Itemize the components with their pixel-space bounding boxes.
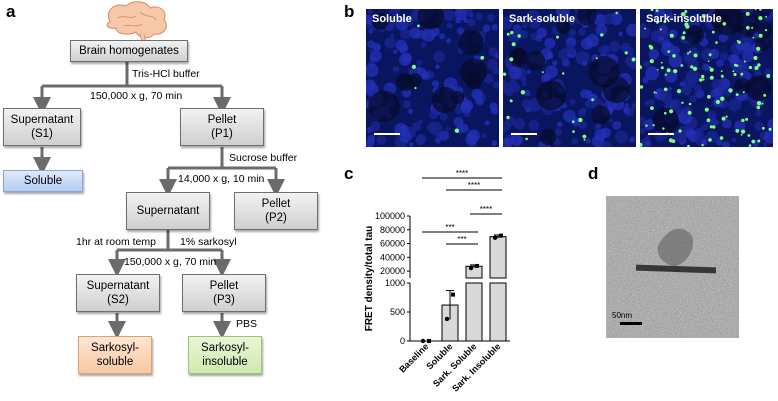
- scale-bar: [648, 133, 674, 135]
- fibril: [635, 264, 717, 274]
- y-tick-label: 500: [390, 307, 405, 317]
- panel-label-b: b: [344, 2, 355, 21]
- micrograph-soluble: Soluble: [366, 9, 499, 147]
- box-supernatant-s2: Supernatant (S2): [76, 274, 160, 312]
- label-tris-hcl: Tris-HCl buffer: [132, 68, 200, 80]
- bar: [465, 282, 483, 342]
- data-point: [475, 263, 479, 268]
- box-pellet-p1: Pellet (P1): [180, 108, 264, 146]
- bar: [489, 236, 507, 279]
- bar: [489, 282, 507, 342]
- box-sarkosyl-insoluble: Sarkosyl- insoluble: [188, 336, 262, 374]
- data-point: [444, 316, 450, 322]
- y-tick-label: 40000: [380, 252, 405, 262]
- y-tick-label: 60000: [380, 239, 405, 249]
- data-point: [492, 235, 498, 240]
- panel-label-c: c: [344, 164, 354, 183]
- box-supernatant-s1: Supernatant (S1): [3, 108, 81, 146]
- em-micrograph: 50nm: [606, 196, 739, 338]
- scale-bar: [511, 133, 537, 135]
- micrograph-texture: [640, 9, 773, 147]
- y-tick-label: 1000: [385, 278, 405, 288]
- significance-label: ****: [480, 205, 492, 214]
- x-tick-label: Baseline: [397, 341, 430, 374]
- y-tick-label: 100000: [375, 211, 405, 221]
- box-pellet-p2: Pellet (P2): [234, 192, 318, 230]
- panel-label-a: a: [6, 2, 16, 21]
- micrograph-sark-insoluble: Sark-insoluble: [640, 9, 773, 147]
- em-texture: 50nm: [606, 196, 739, 338]
- label-sucrose: Sucrose buffer: [229, 152, 298, 164]
- bar: [465, 265, 483, 279]
- micrograph-texture: [503, 9, 636, 147]
- micrograph-label: Sark-soluble: [509, 13, 576, 25]
- data-point: [451, 292, 455, 297]
- flowchart-connectors: [33, 1, 285, 339]
- y-tick-label: 80000: [380, 225, 405, 235]
- brain-icon: [106, 1, 167, 43]
- significance-label: ***: [457, 235, 466, 244]
- label-spin3: 150,000 x g, 70 min: [124, 256, 217, 268]
- data-point: [427, 339, 431, 343]
- micrograph-sark-soluble: Sark-soluble: [503, 9, 636, 147]
- scale-bar: [374, 133, 400, 135]
- box-soluble: Soluble: [3, 170, 83, 192]
- box-sarkosyl-soluble: Sarkosyl- soluble: [78, 336, 152, 374]
- box-supernatant: Supernatant: [126, 192, 210, 230]
- significance-label: ****: [456, 169, 468, 178]
- data-point: [468, 265, 474, 271]
- y-tick-label: 20000: [380, 266, 405, 276]
- data-point: [420, 338, 426, 344]
- panel-label-d: d: [588, 164, 599, 183]
- label-spin1: 150,000 x g, 70 min: [90, 90, 183, 102]
- label-spin2: 14,000 x g, 10 min: [178, 173, 265, 185]
- y-tick-label: 0: [400, 336, 405, 346]
- box-pellet-p3: Pellet (P3): [182, 274, 266, 312]
- data-point: [499, 233, 503, 238]
- micrograph-label: Sark-insoluble: [646, 13, 722, 25]
- significance-label: ****: [468, 181, 480, 190]
- em-scale-label: 50nm: [612, 311, 632, 320]
- label-room-temp: 1hr at room temp: [76, 236, 156, 248]
- y-axis-label: FRET density/total tau: [364, 226, 375, 332]
- micrograph-label: Soluble: [372, 13, 412, 25]
- significance-label: ***: [445, 223, 454, 232]
- label-sarkosyl: 1% sarkosyl: [180, 236, 237, 248]
- box-brain-homogenates: Brain homogenates: [70, 40, 188, 62]
- micrograph-texture: [366, 9, 499, 147]
- label-pbs: PBS: [236, 318, 258, 330]
